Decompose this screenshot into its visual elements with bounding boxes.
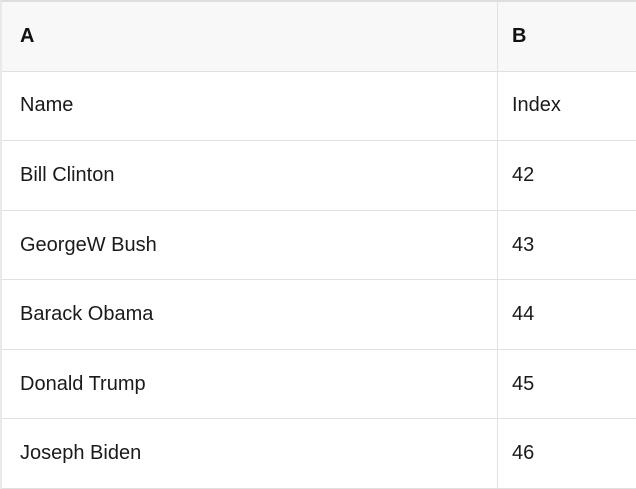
cell-column-a[interactable]: Barack Obama — [2, 280, 498, 349]
column-header-b[interactable]: B — [498, 2, 636, 71]
table-row: Barack Obama 44 — [2, 280, 636, 350]
cell-column-a[interactable]: Joseph Biden — [2, 419, 498, 489]
cell-column-b[interactable]: 43 — [498, 211, 636, 280]
cell-column-b-text: 42 — [512, 163, 535, 186]
cell-column-a-text: Joseph Biden — [20, 442, 142, 465]
column-header-b-label: B — [512, 24, 527, 47]
cell-column-b-text: 44 — [512, 303, 535, 326]
table-row: Name Index — [2, 71, 636, 142]
cell-column-a-text: Donald Trump — [20, 372, 146, 395]
cell-column-a[interactable]: GeorgeW Bush — [2, 210, 498, 280]
cell-column-b-text: 46 — [512, 442, 535, 465]
cell-column-b[interactable]: Index — [498, 72, 636, 141]
cell-column-a-text: Name — [20, 94, 74, 117]
cell-column-b-text: 45 — [512, 372, 535, 395]
cell-column-b[interactable]: 42 — [498, 141, 636, 210]
cell-column-b[interactable]: 45 — [498, 350, 636, 419]
cell-column-a[interactable]: Name — [2, 71, 498, 141]
cell-column-a[interactable]: Donald Trump — [2, 349, 498, 419]
table-row: Joseph Biden 46 — [2, 419, 636, 489]
cell-column-a-text: GeorgeW Bush — [20, 233, 157, 256]
table-row: Donald Trump 45 — [2, 349, 636, 420]
cell-column-a-text: Barack Obama — [20, 303, 154, 326]
cell-column-a[interactable]: Bill Clinton — [2, 141, 498, 210]
cell-column-a-text: Bill Clinton — [20, 163, 115, 186]
column-header-a-label: A — [20, 24, 35, 47]
cell-column-b-text: Index — [512, 94, 561, 117]
column-header-row: A B — [2, 2, 636, 72]
column-header-a[interactable]: A — [2, 2, 498, 71]
cell-column-b[interactable]: 46 — [498, 419, 636, 488]
cell-column-b-text: 43 — [512, 233, 535, 256]
table-row: GeorgeW Bush 43 — [2, 210, 636, 281]
cell-column-b[interactable]: 44 — [498, 280, 636, 349]
table-row: Bill Clinton 42 — [2, 141, 636, 211]
